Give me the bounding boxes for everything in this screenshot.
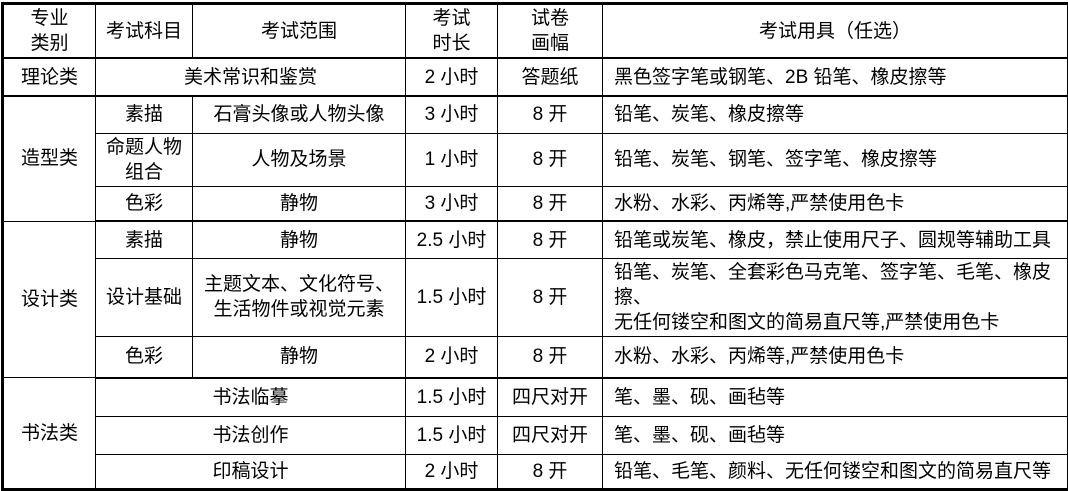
header-row: 专业 类别 考试科目 考试范围 考试 时长 试卷 画幅 考试用具（任选） — [3, 4, 1068, 59]
cell-scope: 石膏头像或人物头像 — [193, 96, 406, 133]
table-row: 书法创作 1.5 小时 四尺对开 笔、墨、砚、画毡等 — [3, 417, 1068, 455]
cell-duration: 1 小时 — [406, 133, 498, 186]
cell-tools: 铅笔或炭笔、橡皮，禁止使用尺子、圆规等辅助工具 — [603, 221, 1068, 258]
cell-paper: 答题纸 — [498, 58, 603, 96]
cell-duration: 2 小时 — [406, 337, 498, 378]
cell-subject: 色彩 — [96, 337, 193, 378]
cell-scope: 静物 — [193, 186, 406, 221]
cell-paper: 四尺对开 — [498, 378, 603, 417]
cell-paper: 8 开 — [498, 455, 603, 490]
header-paper: 试卷 画幅 — [498, 4, 603, 59]
cell-paper: 8 开 — [498, 337, 603, 378]
table-row: 命题人物 组合 人物及场景 1 小时 8 开 铅笔、炭笔、钢笔、签字笔、橡皮擦等 — [3, 133, 1068, 186]
cell-duration: 3 小时 — [406, 186, 498, 221]
cell-duration: 2 小时 — [406, 455, 498, 490]
cell-subject-scope: 印稿设计 — [96, 455, 406, 490]
table-row: 造型类 素描 石膏头像或人物头像 3 小时 8 开 铅笔、炭笔、橡皮擦等 — [3, 96, 1068, 133]
cell-scope: 静物 — [193, 221, 406, 258]
cell-paper: 8 开 — [498, 96, 603, 133]
header-scope: 考试范围 — [193, 4, 406, 59]
cell-subject: 色彩 — [96, 186, 193, 221]
cell-tools: 铅笔、炭笔、全套彩色马克笔、签字笔、毛笔、橡皮擦、 无任何镂空和图文的简易直尺等… — [603, 258, 1068, 336]
cell-subject: 命题人物 组合 — [96, 133, 193, 186]
table-row: 印稿设计 2 小时 8 开 铅笔、毛笔、颜料、无任何镂空和图文的简易直尺等 — [3, 455, 1068, 490]
cell-tools: 笔、墨、砚、画毡等 — [603, 378, 1068, 417]
cell-category-design: 设计类 — [3, 221, 96, 377]
table-row: 理论类 美术常识和鉴赏 2 小时 答题纸 黑色签字笔或钢笔、2B 铅笔、橡皮擦等 — [3, 58, 1068, 96]
cell-duration: 2 小时 — [406, 58, 498, 96]
cell-tools: 铅笔、毛笔、颜料、无任何镂空和图文的简易直尺等 — [603, 455, 1068, 490]
cell-subject: 设计基础 — [96, 258, 193, 336]
cell-subject-scope: 书法创作 — [96, 417, 406, 455]
cell-tools: 笔、墨、砚、画毡等 — [603, 417, 1068, 455]
cell-subject-scope: 书法临摹 — [96, 378, 406, 417]
cell-duration: 1.5 小时 — [406, 378, 498, 417]
cell-tools: 黑色签字笔或钢笔、2B 铅笔、橡皮擦等 — [603, 58, 1068, 96]
cell-duration: 1.5 小时 — [406, 417, 498, 455]
cell-category-theory: 理论类 — [3, 58, 96, 96]
cell-subject-scope: 美术常识和鉴赏 — [96, 58, 406, 96]
cell-subject: 素描 — [96, 96, 193, 133]
cell-paper: 8 开 — [498, 133, 603, 186]
cell-duration: 3 小时 — [406, 96, 498, 133]
cell-paper: 8 开 — [498, 186, 603, 221]
cell-category-calligraphy: 书法类 — [3, 378, 96, 490]
cell-tools: 铅笔、炭笔、钢笔、签字笔、橡皮擦等 — [603, 133, 1068, 186]
cell-paper: 四尺对开 — [498, 417, 603, 455]
header-tools: 考试用具（任选） — [603, 4, 1068, 59]
cell-paper: 8 开 — [498, 258, 603, 336]
header-duration: 考试 时长 — [406, 4, 498, 59]
header-subject: 考试科目 — [96, 4, 193, 59]
cell-duration: 1.5 小时 — [406, 258, 498, 336]
table-row: 色彩 静物 2 小时 8 开 水粉、水彩、丙烯等,严禁使用色卡 — [3, 337, 1068, 378]
cell-scope: 人物及场景 — [193, 133, 406, 186]
cell-subject: 素描 — [96, 221, 193, 258]
header-category: 专业 类别 — [3, 4, 96, 59]
cell-paper: 8 开 — [498, 221, 603, 258]
exam-arrangement-page: 专业 类别 考试科目 考试范围 考试 时长 试卷 画幅 考试用具（任选） 理论类… — [0, 0, 1068, 470]
table-row: 设计类 素描 静物 2.5 小时 8 开 铅笔或炭笔、橡皮，禁止使用尺子、圆规等… — [3, 221, 1068, 258]
cell-duration: 2.5 小时 — [406, 221, 498, 258]
table-row: 设计基础 主题文本、文化符号、 生活物件或视觉元素 1.5 小时 8 开 铅笔、… — [3, 258, 1068, 336]
cell-category-modeling: 造型类 — [3, 96, 96, 221]
cell-scope: 主题文本、文化符号、 生活物件或视觉元素 — [193, 258, 406, 336]
cell-scope: 静物 — [193, 337, 406, 378]
cell-tools: 水粉、水彩、丙烯等,严禁使用色卡 — [603, 186, 1068, 221]
table-row: 色彩 静物 3 小时 8 开 水粉、水彩、丙烯等,严禁使用色卡 — [3, 186, 1068, 221]
table-row: 书法类 书法临摹 1.5 小时 四尺对开 笔、墨、砚、画毡等 — [3, 378, 1068, 417]
cell-tools: 水粉、水彩、丙烯等,严禁使用色卡 — [603, 337, 1068, 378]
cell-tools: 铅笔、炭笔、橡皮擦等 — [603, 96, 1068, 133]
